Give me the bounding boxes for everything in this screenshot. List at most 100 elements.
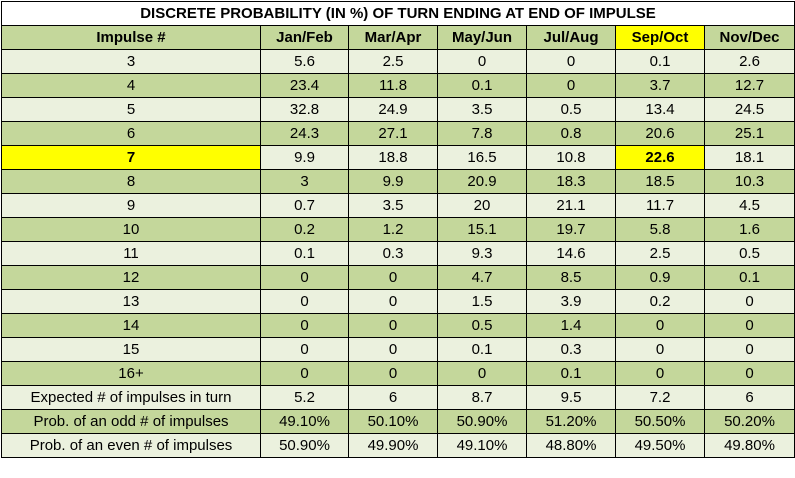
table-cell: 12.7 <box>704 73 795 98</box>
table-cell: 25.1 <box>704 121 795 146</box>
table-cell: 2.5 <box>348 49 438 74</box>
table-row: 16+ 0 0 0 0.1 0 0 <box>1 361 795 386</box>
table-cell: 0.1 <box>437 337 527 362</box>
table-cell: 18.8 <box>348 145 438 170</box>
table-cell: 9.9 <box>260 145 349 170</box>
table-cell: 0 <box>704 337 795 362</box>
table-cell: 0.3 <box>526 337 616 362</box>
table-cell: 0 <box>348 313 438 338</box>
table-cell: 1.2 <box>348 217 438 242</box>
table-cell: 0.1 <box>526 361 616 386</box>
table-cell: 0.2 <box>260 217 349 242</box>
table-cell: 18.3 <box>526 169 616 194</box>
table-cell: 3 <box>260 169 349 194</box>
table-title: DISCRETE PROBABILITY (IN %) OF TURN ENDI… <box>1 1 795 26</box>
table-cell: 0.9 <box>615 265 705 290</box>
table-cell: 18.5 <box>615 169 705 194</box>
header-nov-dec: Nov/Dec <box>704 25 795 50</box>
table-cell: 10.3 <box>704 169 795 194</box>
table-cell: 20.9 <box>437 169 527 194</box>
table-row: 13 0 0 1.5 3.9 0.2 0 <box>1 289 795 314</box>
table-cell: 48.80% <box>526 433 616 458</box>
row-label: 6 <box>1 121 261 146</box>
table-row: Prob. of an even # of impulses 50.90% 49.9… <box>1 433 795 458</box>
table-cell: 14.6 <box>526 241 616 266</box>
table-cell: 4.7 <box>437 265 527 290</box>
header-jan-feb: Jan/Feb <box>260 25 349 50</box>
table-cell: 0 <box>437 361 527 386</box>
table-cell: 10.8 <box>526 145 616 170</box>
table-cell: 0 <box>260 289 349 314</box>
table-cell: 50.90% <box>260 433 349 458</box>
table-cell: 3.7 <box>615 73 705 98</box>
table-cell: 5.6 <box>260 49 349 74</box>
table-cell: 0.2 <box>615 289 705 314</box>
row-label: 7 <box>1 145 261 170</box>
table-cell: 7.2 <box>615 385 705 410</box>
table-cell: 2.6 <box>704 49 795 74</box>
table-cell: 1.6 <box>704 217 795 242</box>
row-label: 11 <box>1 241 261 266</box>
table-cell: 5.2 <box>260 385 349 410</box>
table-cell: 7.8 <box>437 121 527 146</box>
table-cell: 20.6 <box>615 121 705 146</box>
table-cell: 50.50% <box>615 409 705 434</box>
table-cell: 4.5 <box>704 193 795 218</box>
table-cell: 2.5 <box>615 241 705 266</box>
table-row: 9 0.7 3.5 20 21.1 11.7 4.5 <box>1 193 795 218</box>
table-cell: 0.5 <box>526 97 616 122</box>
header-row: Impulse # Jan/Feb Mar/Apr May/Jun Jul/Au… <box>1 25 795 50</box>
table-cell: 32.8 <box>260 97 349 122</box>
table-cell: 6 <box>348 385 438 410</box>
table-cell: 0.5 <box>437 313 527 338</box>
table-row: 5 32.8 24.9 3.5 0.5 13.4 24.5 <box>1 97 795 122</box>
table-cell: 9.5 <box>526 385 616 410</box>
probability-table: DISCRETE PROBABILITY (IN %) OF TURN ENDI… <box>1 1 795 458</box>
table-row: 4 23.4 11.8 0.1 0 3.7 12.7 <box>1 73 795 98</box>
table-cell: 0.1 <box>615 49 705 74</box>
table-row: 15 0 0 0.1 0.3 0 0 <box>1 337 795 362</box>
row-label: 15 <box>1 337 261 362</box>
table-cell: 49.80% <box>704 433 795 458</box>
table-cell: 11.7 <box>615 193 705 218</box>
table-cell: 0 <box>260 337 349 362</box>
table-cell: 21.1 <box>526 193 616 218</box>
table-cell: 0.1 <box>260 241 349 266</box>
row-label: 14 <box>1 313 261 338</box>
table-row: 12 0 0 4.7 8.5 0.9 0.1 <box>1 265 795 290</box>
table-cell: 3.9 <box>526 289 616 314</box>
table-row: 6 24.3 27.1 7.8 0.8 20.6 25.1 <box>1 121 795 146</box>
table-cell: 0 <box>348 265 438 290</box>
table-cell: 50.20% <box>704 409 795 434</box>
row-label: 16+ <box>1 361 261 386</box>
table-cell: 22.6 <box>615 145 705 170</box>
table-row: 3 5.6 2.5 0 0 0.1 2.6 <box>1 49 795 74</box>
table-cell: 0.3 <box>348 241 438 266</box>
row-label: 12 <box>1 265 261 290</box>
table-cell: 49.10% <box>437 433 527 458</box>
table-row: 7 9.9 18.8 16.5 10.8 22.6 18.1 <box>1 145 795 170</box>
table-cell: 0 <box>615 337 705 362</box>
table-cell: 0.7 <box>260 193 349 218</box>
table-cell: 0 <box>260 265 349 290</box>
table-cell: 0.1 <box>437 73 527 98</box>
row-label: 5 <box>1 97 261 122</box>
row-label: Expected # of impulses in turn <box>1 385 261 410</box>
row-label: 8 <box>1 169 261 194</box>
table-cell: 9.3 <box>437 241 527 266</box>
table-cell: 27.1 <box>348 121 438 146</box>
row-label: 13 <box>1 289 261 314</box>
row-label: 10 <box>1 217 261 242</box>
table-cell: 0 <box>704 313 795 338</box>
table-cell: 8.5 <box>526 265 616 290</box>
row-label: Prob. of an odd # of impulses <box>1 409 261 434</box>
header-may-jun: May/Jun <box>437 25 527 50</box>
table-cell: 0.5 <box>704 241 795 266</box>
table-cell: 0.1 <box>704 265 795 290</box>
row-label: Prob. of an even # of impulses <box>1 433 261 458</box>
table-row: Expected # of impulses in turn 5.2 6 8.7 9.5… <box>1 385 795 410</box>
table-cell: 20 <box>437 193 527 218</box>
table-row: Prob. of an odd # of impulses 49.10% 50.10… <box>1 409 795 434</box>
table-cell: 0 <box>348 289 438 314</box>
table-cell: 49.90% <box>348 433 438 458</box>
